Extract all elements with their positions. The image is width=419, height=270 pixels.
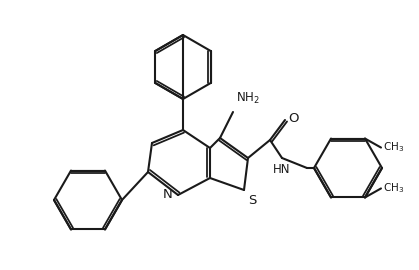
Text: CH$_3$: CH$_3$ [383,141,404,154]
Text: NH$_2$: NH$_2$ [236,91,260,106]
Text: HN: HN [273,163,291,176]
Text: S: S [248,194,256,207]
Text: CH$_3$: CH$_3$ [383,181,404,195]
Text: O: O [288,112,298,124]
Text: N: N [162,188,172,201]
